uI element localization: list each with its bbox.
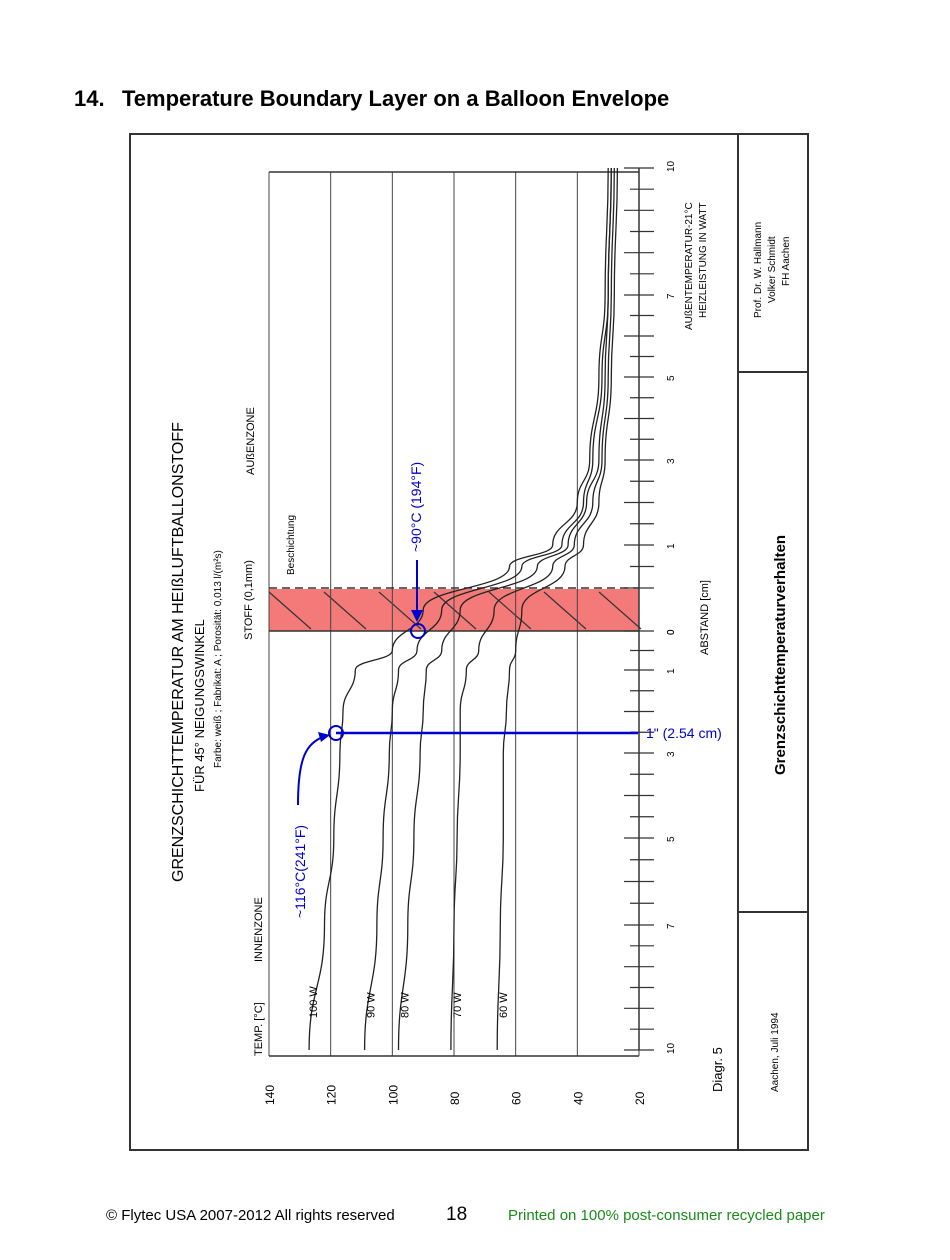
inner-point-arrow [297,735,327,806]
distance-tick-label: 5 [666,836,677,842]
surface-arrowhead [411,610,423,622]
series-label: 90 W [366,992,378,1018]
inner-point-label: ~116°C(241°F) [292,825,308,918]
series-label: 100 W [308,986,320,1018]
series-line [496,167,619,1051]
temp-tick-label: 140 [263,1085,277,1105]
hatch-line [268,591,312,630]
sheet-title: Grenzschichttemperaturverhalten [772,535,789,775]
series-line [308,167,609,1051]
boundary-layer-chart: 100 W 90 W 80 W 70 W 60 W 204060801001201401… [263,160,677,1105]
heating-power-label: HEIZLEISTUNG IN WATT [698,202,709,318]
distance-tick-label: 3 [666,751,677,757]
inner-point-circle [328,725,344,741]
coating-label: Beschichtung [286,515,297,575]
temp-tick-label: 20 [633,1091,647,1105]
series-line [363,167,612,1051]
series-line [397,167,612,1051]
date-place: Aachen, Juli 1994 [770,1012,781,1092]
hatch-line [488,591,532,630]
series-label: 60 W [498,992,510,1018]
diagram-frame [129,133,809,1151]
author-1: Prof. Dr. W. Hallmann [753,222,764,318]
distance-tick-label: 7 [666,923,677,929]
temp-tick-label: 80 [448,1091,462,1105]
page-number: 18 [446,1204,468,1225]
distance-tick-label: 0 [666,629,677,635]
temp-tick-label: 40 [571,1091,585,1105]
surface-point-circle [410,623,426,639]
distance-tick-label: 10 [666,160,677,172]
copyright-text: © Flytec USA 2007-2012 All rights reserv… [106,1207,395,1224]
distance-tick-label: 3 [666,458,677,464]
distance-tick-label: 10 [666,1042,677,1054]
distance-tick-label: 1 [666,543,677,549]
temp-tick-label: 100 [386,1085,400,1105]
distance-axis-label: ABSTAND [cm] [699,580,711,655]
series-label: 80 W [400,992,412,1018]
recycled-paper-note: Printed on 100% post-consumer recycled p… [508,1207,825,1224]
section-heading: 14. Temperature Boundary Layer on a Ballo… [74,86,669,112]
diagram-subtitle: FÜR 45° NEIGUNGSWINKEL [192,619,207,792]
distance-tick-label: 5 [666,375,677,381]
section-number: 14. [74,86,105,111]
hatch-line [378,591,422,630]
hatch-line [543,591,587,630]
diagram-specs: Farbe: weiß ; Fabrikat: A ; Porosität: 0… [213,550,224,768]
outside-temp-label: AUßENTEMPERATUR-21°C [684,202,695,330]
temp-tick-label: 120 [325,1085,339,1105]
series-label: 70 W [452,992,464,1018]
distance-tick-label: 0 [666,629,677,635]
author-2: Volker Schmidt [767,236,778,303]
fabric-label: STOFF (0,1mm) [243,560,255,640]
annotations: ~116°C(241°F) ~90°C (194°F) 1" (2.54 cm) [292,462,722,918]
fabric-hatch [268,591,642,630]
diagram-title: GRENZSCHICHTTEMPERATUR AM HEIßLUFTBALLON… [170,422,187,882]
outer-zone-label: AUßENZONE [245,407,257,475]
series-line [450,167,615,1051]
surface-point-label: ~90°C (194°F) [408,462,424,552]
hatch-line [598,591,642,630]
diagram-number: Diagr. 5 [710,1047,725,1092]
distance-tick-label: 7 [666,293,677,299]
inner-arrowhead [318,732,330,742]
inner-zone-label: INNENZONE [253,897,265,962]
author-3: FH Aachen [781,237,792,286]
temp-axis-label: TEMP. [°C] [253,1002,265,1056]
chart-series: 100 W 90 W 80 W 70 W 60 W [308,167,619,1051]
hatch-line [433,591,477,630]
distance-tick-label: 1 [666,668,677,674]
chart-grid [268,171,640,1057]
temp-tick-label: 60 [510,1091,524,1105]
distance-label: 1" (2.54 cm) [646,725,722,741]
section-title: Temperature Boundary Layer on a Balloon … [122,86,670,111]
